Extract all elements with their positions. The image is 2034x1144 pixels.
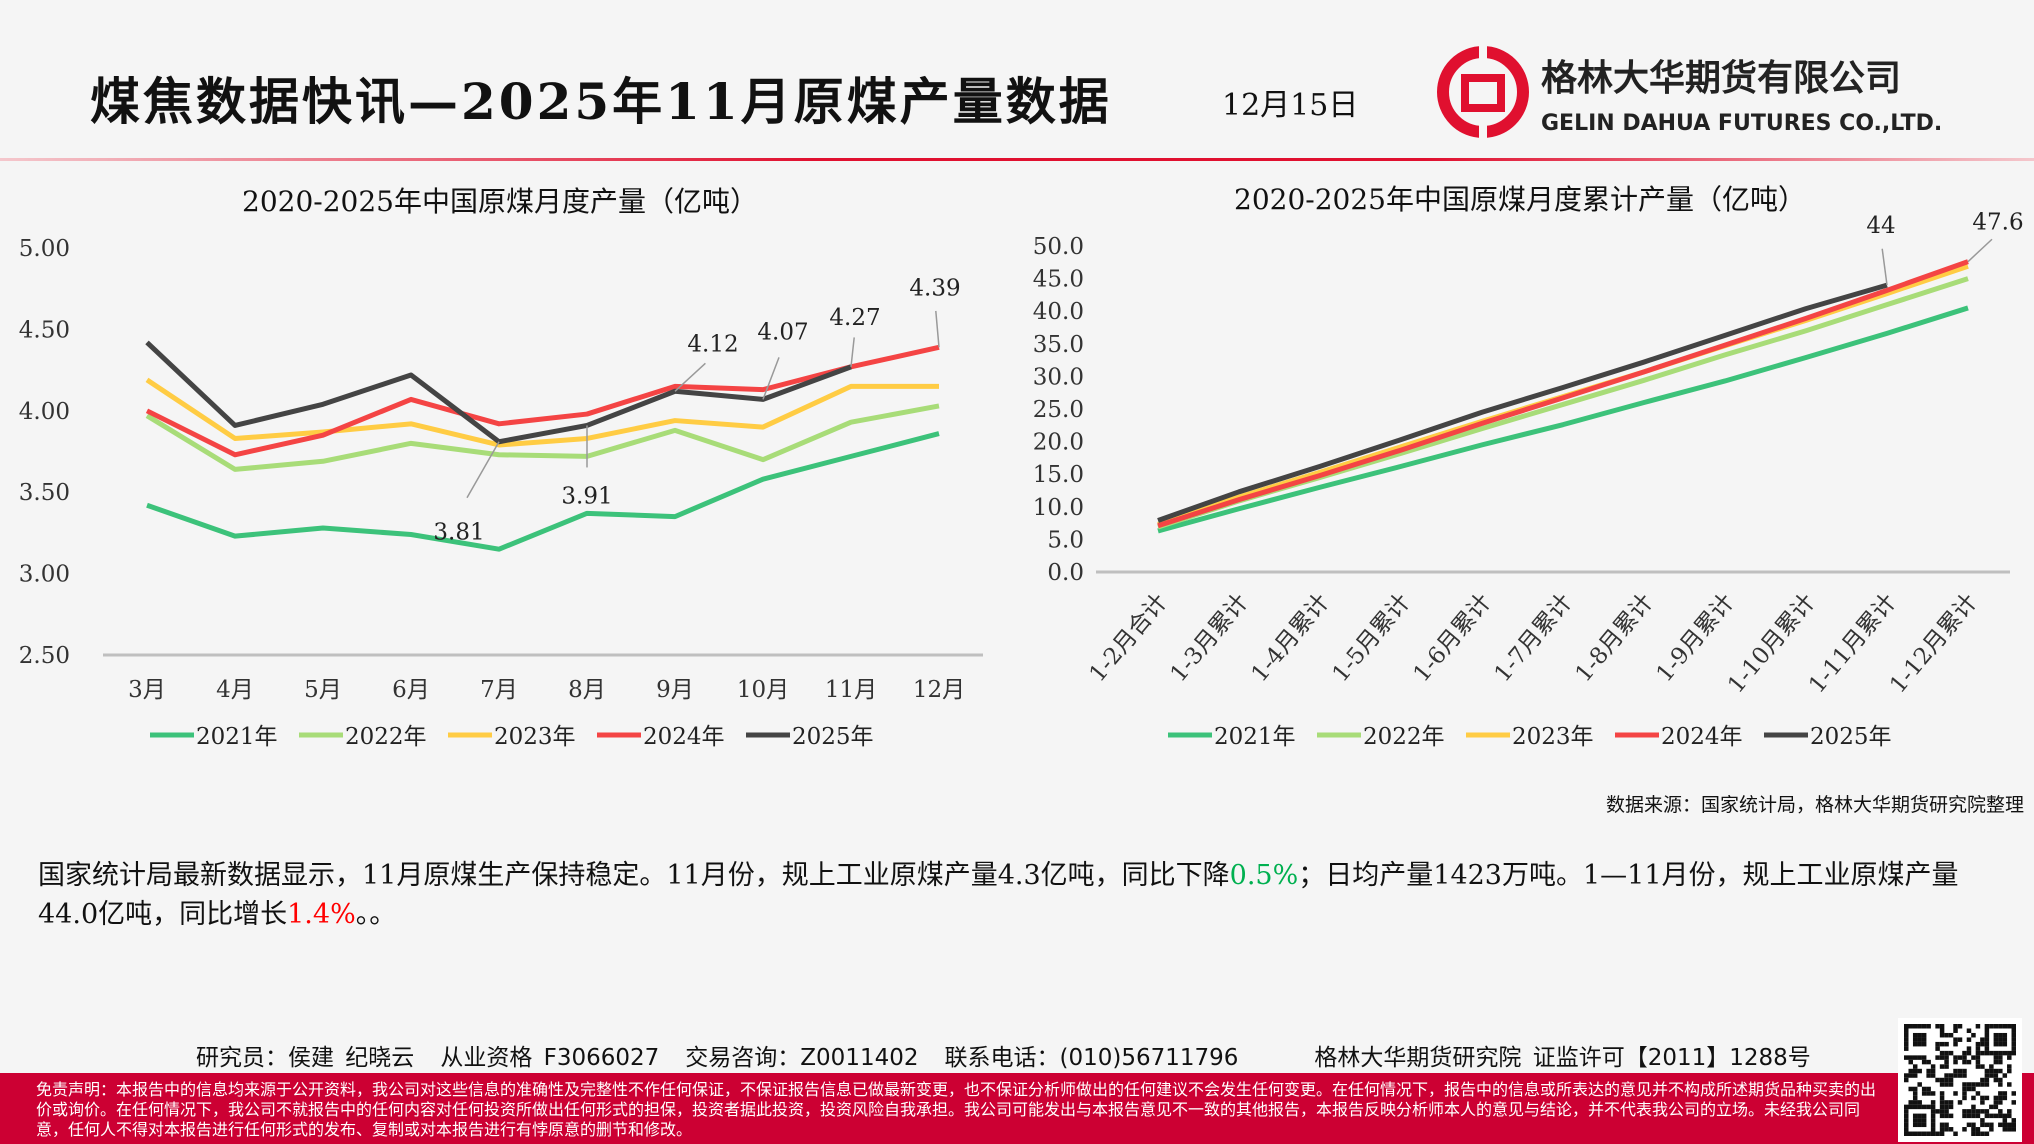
series-line-2021年 — [1157, 305, 1969, 534]
y-tick-label: 4.00 — [19, 399, 70, 425]
data-label-leader — [1967, 238, 1993, 263]
report-date: 12月15日 — [1222, 88, 1359, 123]
monthly-output-chart: 5.00 4.50 4.00 3.50 3.00 2.50 3月 4月 5月 6月 7月 8月 9月 10… — [19, 236, 983, 750]
legend-label: 2021年 — [1214, 724, 1296, 750]
y-tick-label: 3.50 — [19, 480, 70, 506]
svg-text:格林大华期货有限公司: 格林大华期货有限公司 — [1541, 58, 1901, 99]
y-tick-label: 5.00 — [19, 236, 70, 262]
y-tick-label: 45.0 — [1033, 267, 1084, 293]
series-line-2022年 — [145, 403, 940, 472]
data-label-leader — [466, 441, 500, 499]
legend-label: 2024年 — [1661, 724, 1743, 750]
legend-label: 2023年 — [1512, 724, 1594, 750]
x-tick-label: 1-8月累计 — [1571, 589, 1659, 687]
data-label-leader — [674, 362, 706, 392]
yoy-decline: 0.5% — [1229, 860, 1299, 891]
svg-text:GELIN DAHUA FUTURES CO.,LTD.: GELIN DAHUA FUTURES CO.,LTD. — [1541, 111, 1942, 136]
y-tick-label: 30.0 — [1033, 364, 1084, 390]
data-label-leader — [1881, 248, 1888, 286]
data-label: 4.12 — [687, 331, 738, 357]
data-label: 3.81 — [433, 520, 484, 546]
series-line-2024年 — [145, 344, 940, 458]
x-tick-label: 9月 — [656, 677, 694, 703]
x-tick-label: 7月 — [480, 677, 518, 703]
x-tick-label: 1-9月累计 — [1652, 589, 1740, 687]
series-line-2021年 — [146, 431, 940, 552]
header-divider — [0, 158, 2034, 161]
company-logo: 格林大华期货有限公司 GELIN DAHUA FUTURES CO.,LTD. — [1435, 44, 1955, 140]
y-tick-label: 15.0 — [1033, 462, 1084, 488]
yoy-growth: 1.4% — [287, 899, 356, 930]
legend-label: 2022年 — [1363, 724, 1445, 750]
y-tick-label: 10.0 — [1033, 495, 1084, 521]
y-tick-label: 25.0 — [1033, 397, 1084, 423]
disclaimer-band — [0, 1073, 2034, 1144]
disclaimer-text: 免责声明：本报告中的信息均来源于公开资料，我公司对这些信息的准确性及完整性不作任… — [36, 1080, 1877, 1139]
y-tick-label: 20.0 — [1033, 430, 1084, 456]
y-tick-label: 50.0 — [1033, 234, 1084, 260]
y-tick-label: 0.0 — [1047, 560, 1084, 586]
y-tick-label: 35.0 — [1033, 332, 1084, 358]
legend-label: 2022年 — [345, 724, 427, 750]
x-tick-label: 3月 — [128, 677, 166, 703]
data-label: 4.27 — [829, 305, 880, 331]
qr-code — [1898, 1018, 2022, 1142]
chart-title-cumulative: 2020-2025年中国原煤月度累计产量（亿吨） — [1234, 183, 1806, 216]
series-line-2025年 — [1157, 282, 1888, 523]
logo-emblem-icon: 格林大华期货有限公司 GELIN DAHUA FUTURES CO.,LTD. — [1437, 46, 1942, 138]
x-tick-label: 5月 — [304, 677, 342, 703]
series-line-2023年 — [145, 377, 939, 448]
legend-label: 2021年 — [196, 724, 278, 750]
x-tick-label: 6月 — [392, 677, 430, 703]
legend-label: 2024年 — [643, 724, 725, 750]
summary-paragraph: 国家统计局最新数据显示，11月原煤生产保持稳定。11月份，规上工业原煤产量4.3… — [38, 860, 1959, 930]
legend-label: 2025年 — [1810, 724, 1892, 750]
y-tick-label: 4.50 — [19, 317, 70, 343]
x-tick-label: 10月 — [737, 677, 789, 703]
x-tick-label: 1-2月合计 — [1085, 589, 1173, 687]
x-tick-label: 1-5月累计 — [1328, 589, 1416, 687]
x-tick-label: 8月 — [568, 677, 606, 703]
data-label: 4.39 — [909, 275, 960, 301]
y-tick-label: 40.0 — [1033, 299, 1084, 325]
x-tick-label: 1-6月累计 — [1409, 589, 1497, 687]
legend-label: 2023年 — [494, 724, 576, 750]
data-label: 47.6 — [1972, 210, 2023, 236]
x-tick-label: 11月 — [825, 677, 877, 703]
chart-title-monthly: 2020-2025年中国原煤月度产量（亿吨） — [242, 185, 758, 218]
data-label: 44 — [1866, 213, 1895, 239]
data-label-leader — [850, 337, 855, 367]
x-tick-label: 1-4月累计 — [1247, 589, 1335, 687]
y-tick-label: 3.00 — [19, 562, 70, 588]
x-tick-label: 4月 — [216, 677, 254, 703]
series-line-2024年 — [1157, 259, 1969, 529]
data-source: 数据来源：国家统计局，格林大华期货研究院整理 — [1605, 794, 2024, 816]
data-label: 3.91 — [561, 483, 612, 509]
x-tick-label: 1-7月累计 — [1490, 589, 1578, 687]
page-title: 煤焦数据快讯—2025年11月原煤产量数据 — [90, 72, 1112, 131]
credits-line: 研究员：侯建 纪晓云 从业资格 F3066027 交易咨询：Z0011402 联系电话… — [196, 1045, 1811, 1071]
x-tick-label: 1-3月累计 — [1166, 589, 1254, 687]
data-label-leader — [762, 357, 780, 400]
legend-label: 2025年 — [792, 724, 874, 750]
cumulative-output-chart: 50.0 45.0 40.0 35.0 30.0 25.0 20.0 15.0 10.0 5.0 0… — [1033, 210, 2024, 750]
data-label-leader — [935, 310, 940, 348]
y-tick-label: 5.0 — [1047, 527, 1084, 553]
x-tick-label: 12月 — [913, 677, 965, 703]
data-label: 4.07 — [757, 319, 808, 345]
y-tick-label: 2.50 — [19, 643, 70, 669]
